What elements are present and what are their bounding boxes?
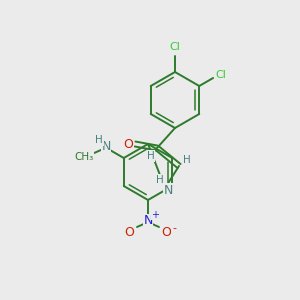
Text: CH₃: CH₃: [74, 152, 94, 162]
Text: -: -: [172, 223, 176, 233]
Text: Cl: Cl: [216, 70, 226, 80]
Text: H: H: [183, 155, 191, 165]
Text: N: N: [143, 214, 153, 227]
Text: O: O: [161, 226, 171, 238]
Text: Cl: Cl: [169, 42, 180, 52]
Text: +: +: [151, 210, 159, 220]
Text: H: H: [147, 151, 155, 161]
Text: O: O: [124, 226, 134, 238]
Text: H: H: [156, 175, 164, 185]
Text: N: N: [163, 184, 173, 196]
Text: O: O: [123, 137, 133, 151]
Text: N: N: [101, 140, 111, 152]
Text: H: H: [95, 135, 103, 145]
